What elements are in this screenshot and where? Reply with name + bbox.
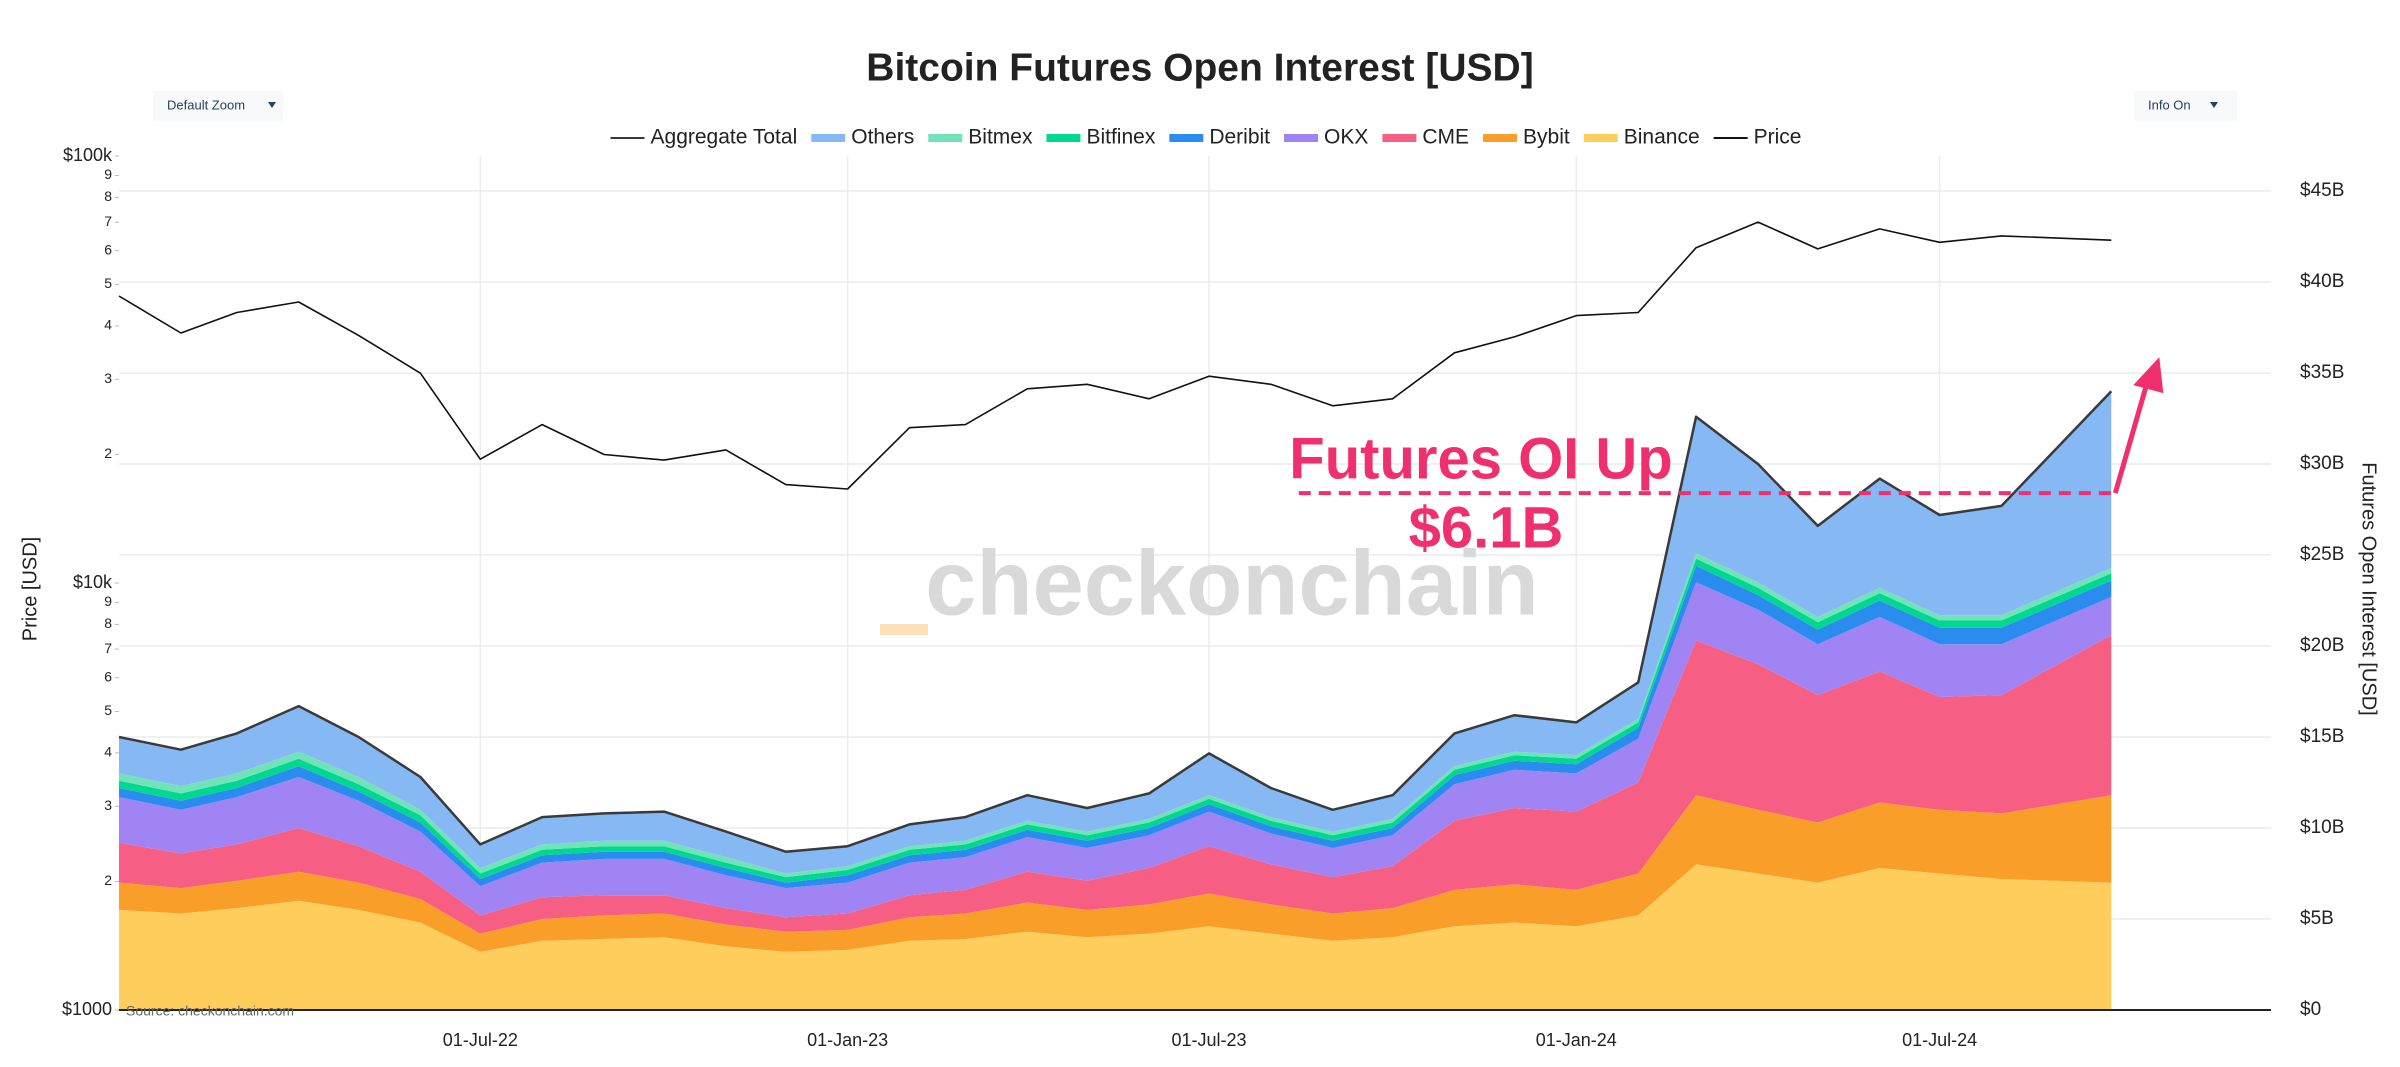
area-binance: [119, 864, 2112, 1010]
y2-tick-label: $0: [2300, 999, 2321, 1020]
y-tick-label: 8: [104, 188, 112, 204]
legend-label: Price: [1754, 126, 1802, 149]
y-tick-label: 4: [104, 744, 112, 760]
y2-tick-label: $15B: [2300, 726, 2344, 747]
y-tick-label: $10k: [73, 572, 113, 592]
y2-axis-title: Futures Open Interest [USD]: [2358, 462, 2380, 715]
dropdown-arrow: [2210, 102, 2218, 108]
y2-tick-label: $20B: [2300, 635, 2344, 656]
areas: [119, 391, 2112, 1010]
info-button[interactable]: [2134, 91, 2237, 121]
zoom-label[interactable]: Default Zoom: [167, 97, 245, 112]
y-tick-label: 7: [104, 213, 112, 229]
legend-label: Bitmex: [968, 126, 1033, 149]
area-okx: [119, 582, 2112, 918]
y-tick-label: 8: [104, 615, 112, 631]
y-tick-label: $1000: [62, 999, 112, 1019]
legend-item: Binance: [1583, 126, 1700, 149]
y-tick-label: 2: [104, 872, 112, 888]
legend-item: Bitmex: [928, 126, 1033, 149]
y-tick-label: 7: [104, 640, 112, 656]
line-price: [118, 221, 2112, 490]
legend-item: Others: [811, 126, 914, 149]
legend-label: CME: [1422, 126, 1469, 149]
y2-tick-label: $45B: [2300, 180, 2344, 201]
y-tick-label: 2: [104, 445, 112, 461]
x-tick-label: 01-Jan-24: [1536, 1030, 1617, 1050]
y-tick-label: 9: [104, 166, 112, 182]
source-note: Source: checkonchain.com: [126, 1003, 294, 1019]
y-axis-title: Price [USD]: [19, 537, 41, 641]
legend-label: Binance: [1624, 126, 1700, 149]
info-label[interactable]: Info On: [2148, 97, 2191, 112]
axes: $0 $5B $10B $15B $20B $25B $30B $35B $40B $45B $10…: [62, 145, 2344, 1050]
legend-label: Bybit: [1523, 126, 1570, 149]
legend-item: OKX: [1284, 126, 1368, 149]
legend: Aggregate Total Others Bitmex Bitfinex Derib…: [610, 126, 1802, 149]
x-tick-label: 01-Jan-23: [807, 1030, 888, 1050]
watermark-underscore: [880, 624, 928, 635]
legend-item: Deribit: [1169, 126, 1270, 149]
y2-tick-label: $40B: [2300, 271, 2344, 292]
y2-tick-label: $10B: [2300, 817, 2344, 838]
info-control[interactable]: Info On: [2134, 91, 2237, 121]
legend-label: Aggregate Total: [651, 126, 798, 149]
annotation: $6.1B: [1409, 495, 1564, 560]
legend-label: Others: [851, 126, 914, 149]
y-tick-label: 4: [104, 317, 112, 333]
y-tick-label: 5: [104, 275, 112, 291]
legend-label: Bitfinex: [1086, 126, 1155, 149]
lines: [118, 221, 2164, 853]
y2-tick-label: $30B: [2300, 453, 2344, 474]
y-tick-label: 5: [104, 702, 112, 718]
y-tick-label: 3: [104, 797, 112, 813]
y-tick-label: 3: [104, 370, 112, 386]
chart-title: Bitcoin Futures Open Interest [USD]: [866, 46, 1533, 89]
arrow-shaft: [2112, 374, 2152, 494]
area-cme: [119, 635, 2112, 934]
y2-tick-label: $5B: [2300, 908, 2334, 929]
legend-item: Price: [1713, 126, 1802, 149]
line-aggregate-total: [118, 390, 2113, 853]
zoom-button[interactable]: [153, 91, 283, 121]
y-tick-label: 6: [104, 668, 112, 684]
x-tick-label: 01-Jul-24: [1902, 1030, 1977, 1050]
y2-tick-label: $35B: [2300, 362, 2344, 383]
legend-label: OKX: [1324, 126, 1368, 149]
legend-item: Bybit: [1483, 126, 1570, 149]
watermark: checkonchain: [925, 532, 1539, 634]
annotation: Futures OI Up: [1289, 426, 1672, 491]
y-tick-label: $100k: [63, 145, 113, 165]
area-bybit: [119, 795, 2112, 952]
y2-tick-label: $25B: [2300, 544, 2344, 565]
legend-item: CME: [1382, 126, 1469, 149]
x-tick-label: 01-Jul-22: [443, 1030, 518, 1050]
y-tick-label: 9: [104, 593, 112, 609]
y-tick-label: 6: [104, 241, 112, 257]
legend-item: Bitfinex: [1046, 126, 1156, 149]
legend-label: Deribit: [1209, 126, 1270, 149]
zoom-control[interactable]: Default Zoom: [153, 91, 283, 121]
dropdown-arrow: [268, 102, 276, 108]
legend-item: Aggregate Total: [610, 126, 798, 149]
arrow-head: [2133, 357, 2164, 394]
x-tick-label: 01-Jul-23: [1171, 1030, 1246, 1050]
